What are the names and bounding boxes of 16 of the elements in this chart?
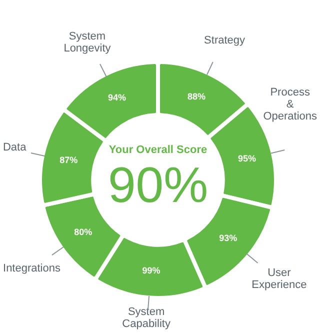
data-label: 93% bbox=[219, 233, 238, 244]
text: Your Overall Score bbox=[108, 144, 208, 156]
slice-label: Data bbox=[2, 142, 28, 154]
slice-label: Process & Operations bbox=[263, 86, 318, 123]
text: 90% bbox=[108, 156, 208, 213]
data-label: 87% bbox=[60, 155, 78, 166]
data-label: 95% bbox=[238, 153, 256, 164]
slice-label: User Experience bbox=[252, 266, 307, 291]
slice-label: System Longevity bbox=[64, 30, 112, 54]
data-label: 99% bbox=[142, 266, 160, 276]
slice-label: Strategy bbox=[204, 34, 246, 46]
slice-label: System Capability bbox=[122, 306, 171, 330]
data-label: 80% bbox=[74, 227, 92, 238]
slice-label: Integrations bbox=[3, 262, 61, 275]
data-label: 94% bbox=[108, 92, 126, 103]
data-label: 88% bbox=[188, 92, 206, 102]
